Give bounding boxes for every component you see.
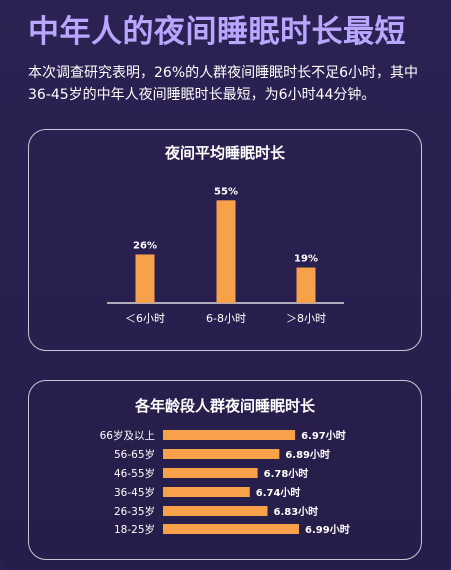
data-label: 6.74小时 <box>256 486 301 499</box>
chart-title: 夜间平均睡眠时长 <box>164 144 285 162</box>
tick-label: 36-45岁 <box>114 486 155 499</box>
tick-label: 18-25岁 <box>114 523 155 536</box>
bar <box>163 468 258 478</box>
data-label: 6.78小时 <box>264 467 309 480</box>
tick-label: ＞8小时 <box>286 312 326 325</box>
data-label: 26% <box>133 240 157 251</box>
data-label: 6.83小时 <box>273 505 318 518</box>
tick-label: 6-8小时 <box>206 312 246 325</box>
data-label: 6.97小时 <box>301 429 346 442</box>
data-label: 6.99小时 <box>305 523 350 536</box>
tick-label: 66岁及以上 <box>100 429 155 442</box>
bar <box>216 200 236 303</box>
tick-label: 46-55岁 <box>114 467 155 480</box>
tick-label: 56-65岁 <box>114 448 155 461</box>
age-group-card: 各年龄段人群夜间睡眠时长 66岁及以上 6.97小时 56-65岁 6.89小时 46-… <box>28 380 422 560</box>
tick-label: 26-35岁 <box>114 505 155 518</box>
bar <box>135 254 155 303</box>
chart-title: 各年龄段人群夜间睡眠时长 <box>134 397 315 415</box>
sleep-duration-chart: 26% ＜6小时 55% 6-8小时 19% ＞8小时 <box>107 186 344 325</box>
data-label: 55% <box>214 186 238 197</box>
page-title: 中年人的夜间睡眠时长最短 <box>28 14 406 50</box>
sleep-duration-card: 夜间平均睡眠时长 26% ＜6小时 55% 6-8小时 19% ＞8小时 <box>28 129 422 351</box>
bar <box>163 430 296 440</box>
data-label: 6.89小时 <box>285 448 330 461</box>
bar <box>163 449 280 459</box>
data-label: 19% <box>294 254 318 265</box>
bar <box>296 267 316 303</box>
bar <box>163 524 300 534</box>
age-group-chart: 66岁及以上 6.97小时 56-65岁 6.89小时 46-55岁 6.78小时 36-4… <box>100 429 350 536</box>
tick-label: ＜6小时 <box>125 312 165 325</box>
intro-text: 本次调查研究表明，26%的人群夜间睡眠时长不足6小时，其中36-45岁的中年人夜… <box>28 65 419 103</box>
bar <box>163 487 250 497</box>
bar <box>163 506 268 516</box>
